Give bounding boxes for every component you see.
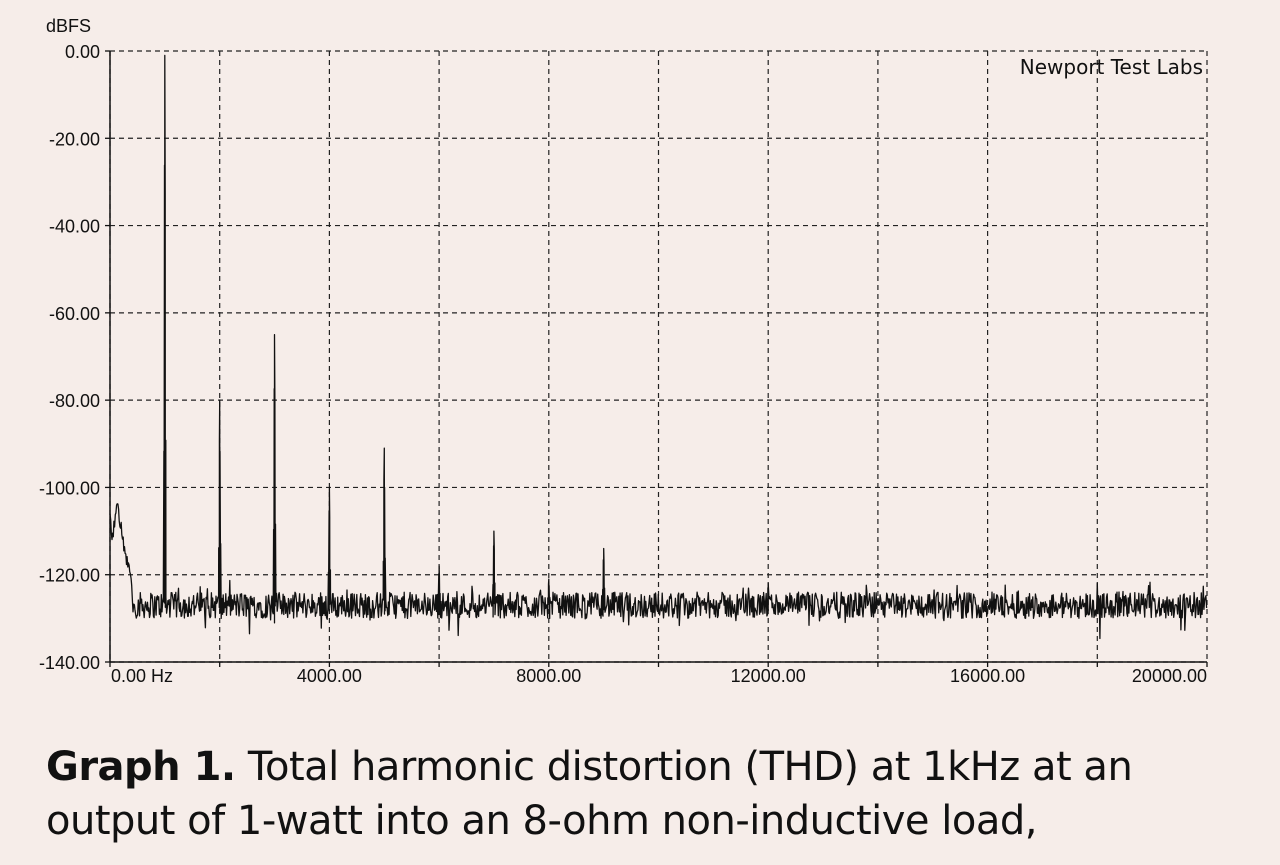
- x-tick-label: 0.00 Hz: [111, 666, 173, 686]
- x-tick-label: 12000.00: [731, 666, 806, 686]
- y-axis-title: dBFS: [46, 16, 91, 36]
- y-tick-label: -80.00: [49, 391, 100, 411]
- x-tick-label: 8000.00: [516, 666, 581, 686]
- x-tick-label: 16000.00: [950, 666, 1025, 686]
- x-tick-label: 4000.00: [297, 666, 362, 686]
- axes: [105, 50, 1208, 667]
- y-tick-label: -100.00: [39, 478, 100, 498]
- thd-spectrum-chart: dBFS 0.00 -20.00 -40.00 -60.00 -80.00 -100.00…: [39, 16, 1208, 686]
- caption-text: Total harmonic distortion (THD) at 1kHz …: [46, 744, 1133, 844]
- y-tick-label: -20.00: [49, 129, 100, 149]
- caption-label: Graph 1.: [46, 744, 236, 790]
- y-tick-label: -60.00: [49, 304, 100, 324]
- x-tick-label: 20000.00: [1132, 666, 1207, 686]
- watermark-label: Newport Test Labs: [1020, 55, 1203, 79]
- x-tick-labels: 0.00 Hz 4000.00 8000.00 12000.00 16000.00 200…: [111, 666, 1207, 686]
- figure-caption: Graph 1. Total harmonic distortion (THD)…: [46, 740, 1266, 848]
- y-tick-label: -140.00: [39, 653, 100, 673]
- y-tick-labels: 0.00 -20.00 -40.00 -60.00 -80.00 -100.00 -120.…: [39, 42, 100, 673]
- spectrum-trace: [109, 54, 1208, 640]
- y-tick-label: 0.00: [65, 42, 100, 62]
- y-tick-label: -120.00: [39, 566, 100, 586]
- y-tick-label: -40.00: [49, 217, 100, 237]
